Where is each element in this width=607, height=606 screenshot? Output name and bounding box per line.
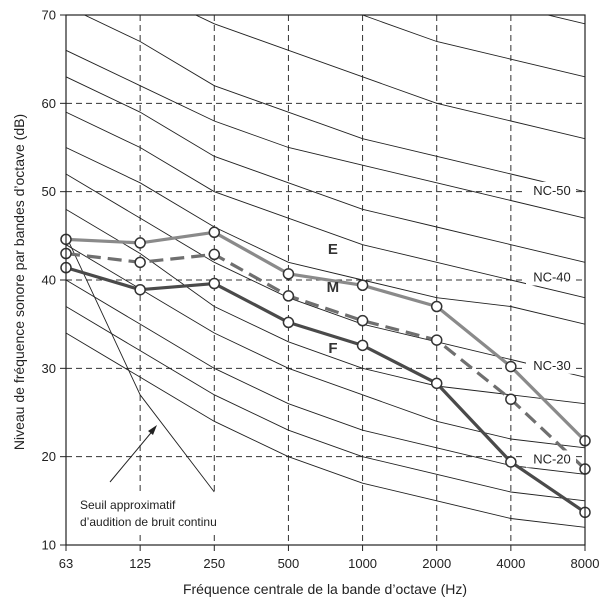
nc-label-background [526, 181, 576, 199]
y-tick-label: 30 [42, 361, 56, 376]
nc-label-background [526, 450, 576, 468]
nc-curve [360, 15, 585, 78]
y-tick-label: 70 [42, 8, 56, 23]
annotation-line-1: Seuil approximatif [80, 498, 176, 512]
nc-label: NC-30 [533, 358, 571, 373]
data-point-f [505, 456, 517, 468]
y-tick-label: 20 [42, 449, 56, 464]
series-lines [66, 230, 585, 514]
data-point-m [430, 334, 443, 346]
threshold-curve [66, 235, 215, 493]
series-markers [60, 226, 591, 519]
y-tick-label: 40 [42, 273, 56, 288]
data-point-e [134, 237, 146, 249]
nc-curve [66, 147, 585, 325]
data-point-f [430, 377, 443, 390]
nc-curve [83, 15, 585, 193]
x-axis-ticks: 63 125 250 500 1000 2000 4000 8000 [59, 545, 600, 571]
series-label-m: M [327, 279, 340, 296]
data-point-f [356, 339, 369, 352]
data-point-f [282, 316, 295, 329]
y-tick-label: 10 [42, 538, 56, 553]
data-point-m [208, 248, 221, 261]
nc-curve [66, 332, 585, 528]
nc-label: NC-20 [533, 451, 571, 466]
x-axis-title: Fréquence centrale de la bande d’octave … [183, 581, 467, 597]
annotation-arrow-line [109, 427, 156, 483]
y-tick-label: 60 [42, 96, 56, 111]
data-point-e [430, 300, 443, 313]
x-tick-label: 250 [203, 556, 225, 571]
curve-labels: NC-50 NC-40 NC-30 NC-20 E M F [327, 181, 576, 468]
y-tick-label: 50 [42, 184, 56, 199]
data-point-e [282, 268, 295, 280]
hearing-threshold-curve [66, 235, 215, 493]
data-point-m [282, 290, 295, 302]
nc-label-background [526, 268, 576, 286]
data-point-m [356, 314, 369, 327]
series-line-f [66, 266, 585, 514]
nc-curve [194, 15, 585, 140]
nc-curve [66, 111, 585, 299]
nc-curve [66, 244, 585, 449]
x-tick-label: 1000 [348, 556, 377, 571]
series-label-f: F [328, 340, 337, 357]
annotation-background [70, 494, 256, 532]
y-axis-title: Niveau de fréquence sonore par bandes d’… [11, 114, 27, 450]
x-tick-label: 2000 [422, 556, 451, 571]
nc-curve [66, 76, 585, 263]
data-point-f [208, 277, 221, 290]
series-line-m [66, 251, 585, 471]
nc-label-background [526, 356, 576, 374]
x-tick-label: 4000 [496, 556, 525, 571]
annotation-line-2: d’audition de bruit continu [80, 515, 217, 529]
data-point-e [505, 360, 517, 373]
data-point-e [208, 226, 221, 239]
nc-curve [66, 306, 585, 502]
nc-curve [66, 49, 585, 219]
nc-curve [66, 279, 585, 475]
data-point-m [134, 256, 146, 269]
series-line-e [66, 230, 585, 442]
x-tick-label: 8000 [571, 556, 600, 571]
x-tick-label: 125 [129, 556, 151, 571]
nc-label: NC-50 [533, 183, 571, 198]
data-point-e [356, 279, 369, 292]
data-point-m [505, 393, 517, 405]
nc-curves [66, 15, 585, 528]
nc-label: NC-40 [533, 269, 571, 284]
data-point-f [134, 283, 146, 296]
y-axis-ticks: 10 20 30 40 50 60 70 [42, 8, 66, 553]
x-tick-label: 500 [278, 556, 300, 571]
series-label-e: E [328, 241, 338, 258]
x-tick-label: 63 [59, 556, 73, 571]
annotation-arrowhead [148, 425, 157, 435]
